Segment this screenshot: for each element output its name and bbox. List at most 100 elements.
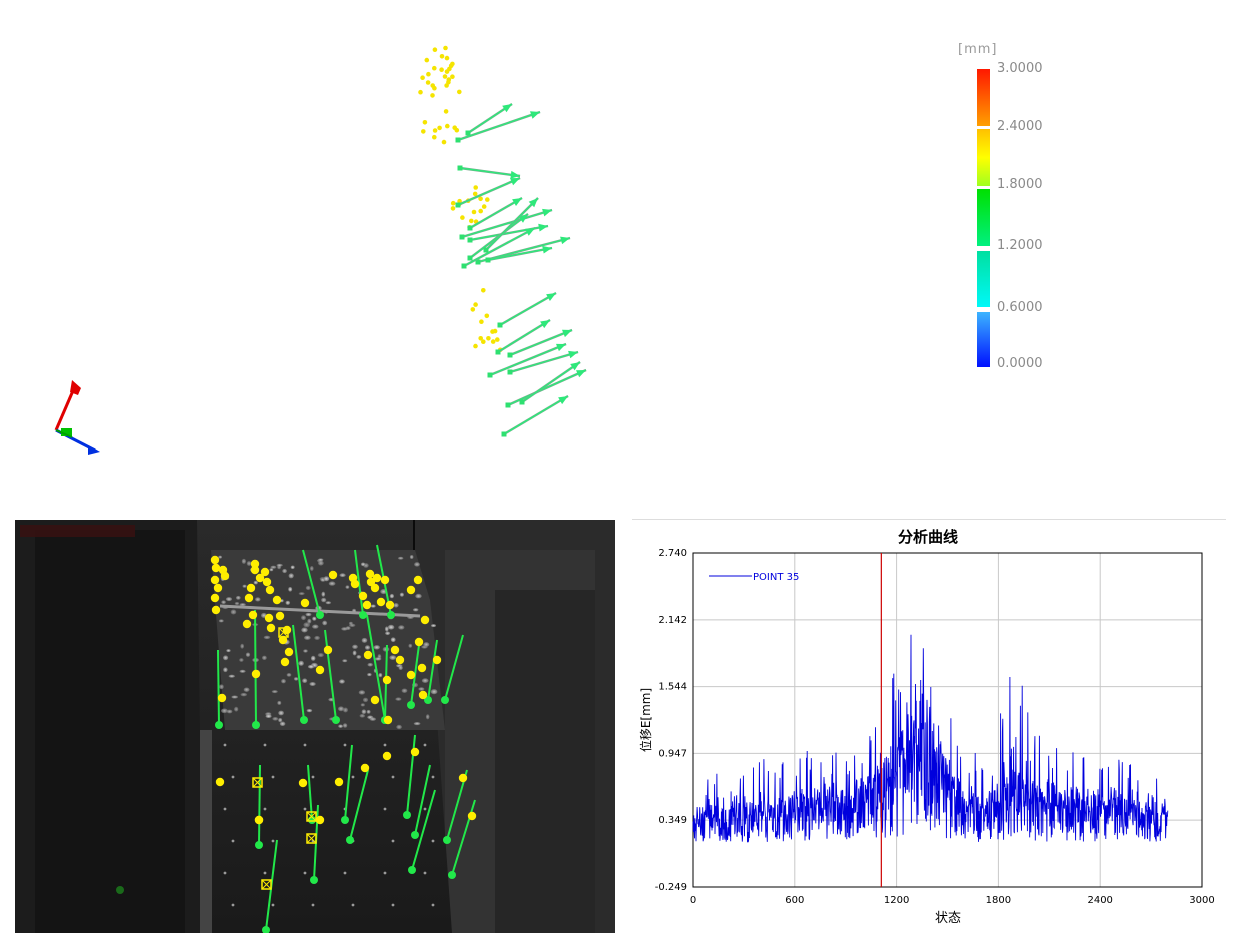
speckle-dot [234, 601, 240, 606]
vector-arrowhead [542, 245, 552, 254]
rivet [271, 839, 275, 843]
vector-arrowhead [502, 104, 512, 113]
rivet [303, 807, 307, 811]
speckle-dot [282, 568, 287, 574]
speckle-dot [303, 622, 310, 628]
legend-tick-0.0000: 0.0000 [997, 356, 1043, 371]
speckle-dot [261, 655, 267, 660]
point-3d [441, 139, 447, 145]
selected-point-marker[interactable] [278, 627, 289, 638]
tracked-point [350, 579, 360, 589]
vector-arrowhead [512, 198, 522, 206]
analysis-chart-panel[interactable]: 分析曲线 -0.249 0.349 0.947 1.544 2.142 2.740 0 60… [632, 519, 1226, 934]
vector-shaft [497, 319, 551, 353]
speckle-dot [345, 585, 350, 589]
speckle-dot [339, 573, 346, 578]
tracked-point [328, 570, 338, 580]
rivet [303, 743, 307, 747]
speckle-dot [398, 625, 405, 630]
speckle-dot [288, 586, 293, 592]
3d-scene[interactable] [0, 0, 1240, 470]
y-tick-label: 1.544 [658, 682, 687, 693]
selected-point-marker[interactable] [306, 833, 317, 844]
rivet [271, 775, 275, 779]
speckle-dot [421, 678, 429, 683]
tracked-point [323, 645, 333, 655]
point-3d [443, 45, 448, 51]
x-tick-label: 0 [690, 895, 696, 906]
camera-vector-end [424, 696, 432, 704]
selected-point-marker[interactable] [252, 777, 263, 788]
camera-image-view[interactable] [15, 520, 615, 933]
legend-band-blue [977, 312, 990, 367]
point-3d [457, 89, 462, 95]
tracked-point [215, 777, 225, 787]
speckle-dot [398, 665, 403, 670]
camera-vector-end [332, 716, 340, 724]
camera-vector-end [316, 611, 324, 619]
vector-arrowhead [558, 396, 568, 405]
speckle-dot [430, 689, 438, 695]
selected-point-marker[interactable] [306, 811, 317, 822]
tracked-point [406, 670, 416, 680]
x-tick-label: 1800 [986, 895, 1011, 906]
camera-vector [349, 769, 369, 841]
tracked-point [363, 650, 373, 660]
speckle-dot [378, 672, 383, 678]
point-3d [481, 288, 486, 293]
point-3d [490, 339, 496, 344]
speckle-dot [218, 555, 223, 559]
rivet [303, 871, 307, 875]
point-3d [473, 185, 479, 190]
speckle-dot [312, 616, 317, 621]
vector-arrowhead [546, 293, 556, 301]
rivet [431, 839, 435, 843]
rivet [383, 871, 387, 875]
selected-point-marker[interactable] [261, 879, 272, 890]
rivet [383, 743, 387, 747]
3d-viewport[interactable] [0, 0, 1240, 470]
tracked-point [370, 695, 380, 705]
speckle-dot [409, 555, 414, 559]
tracked-point [248, 610, 258, 620]
tracked-point [365, 569, 375, 579]
speckle-dot [387, 624, 395, 630]
tracked-point [254, 815, 264, 825]
point-3d [421, 129, 426, 134]
speckle-dot [414, 562, 420, 567]
chart-legend: POINT 35 [709, 572, 799, 583]
point-3d [470, 307, 476, 312]
point-3d [495, 337, 500, 342]
tracked-point [265, 585, 275, 595]
speckle-dot [218, 619, 224, 623]
speckle-dot [415, 593, 422, 599]
rivet [391, 903, 395, 907]
rivet [271, 903, 275, 907]
speckle-dot [342, 659, 348, 663]
rivet [223, 807, 227, 811]
legend-band-cyan [977, 251, 990, 307]
camera-vector-end [252, 721, 260, 729]
vector-shaft [509, 329, 573, 356]
speckle-dot [307, 618, 312, 624]
speckle-dot [312, 624, 319, 629]
point-3d [479, 319, 484, 325]
speckle-dot [366, 709, 371, 714]
camera-vector-end [411, 831, 419, 839]
point-3d [450, 74, 455, 79]
legend-band-yellow [977, 129, 990, 186]
speckle-dot [307, 664, 315, 669]
z-axis-line [54, 385, 77, 431]
point-3d [481, 339, 486, 345]
analysis-chart[interactable]: 分析曲线 -0.249 0.349 0.947 1.544 2.142 2.740 0 60… [632, 520, 1226, 934]
speckle-dot [309, 682, 316, 686]
camera-vector [254, 609, 257, 726]
speckle-dot [225, 597, 233, 602]
point-3d [432, 128, 438, 133]
tracked-point [275, 611, 285, 621]
speckle-dot [226, 649, 231, 653]
series-line-point-35[interactable] [692, 634, 1169, 843]
tracked-point [264, 613, 274, 623]
tracked-point [372, 573, 382, 583]
vector-arrowhead [528, 198, 538, 208]
